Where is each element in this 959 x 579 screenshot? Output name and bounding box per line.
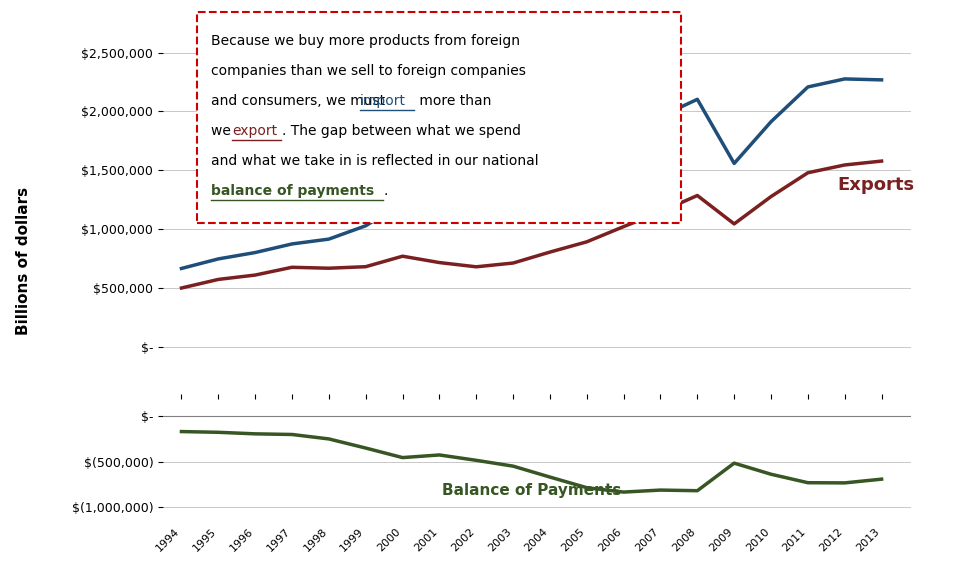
Text: .: . xyxy=(384,184,388,198)
Text: Imports: Imports xyxy=(518,145,596,163)
Text: and consumers, we must: and consumers, we must xyxy=(211,94,389,108)
Text: Because we buy more products from foreign: Because we buy more products from foreig… xyxy=(211,34,520,47)
Text: and what we take in is reflected in our national: and what we take in is reflected in our … xyxy=(211,154,539,168)
Text: Billions of dollars: Billions of dollars xyxy=(16,186,32,335)
Text: Exports: Exports xyxy=(837,177,915,195)
Text: more than: more than xyxy=(415,94,492,108)
Text: import: import xyxy=(360,94,406,108)
Text: companies than we sell to foreign companies: companies than we sell to foreign compan… xyxy=(211,64,526,78)
Text: . The gap between what we spend: . The gap between what we spend xyxy=(282,124,521,138)
Text: we: we xyxy=(211,124,235,138)
Text: export: export xyxy=(232,124,277,138)
Text: Balance of Payments: Balance of Payments xyxy=(442,483,621,498)
Text: balance of payments: balance of payments xyxy=(211,184,374,198)
